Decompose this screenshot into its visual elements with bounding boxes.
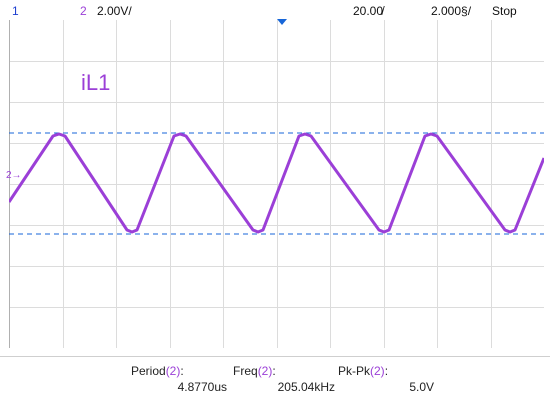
channel-2-indicator[interactable]: 2 [80,4,87,18]
channel-1-indicator[interactable]: 1 [12,4,19,18]
run-stop-status[interactable]: Stop [492,4,517,18]
inductor-current-trace [9,132,544,234]
measurement-label: Freq(2): [233,364,276,378]
trigger-level[interactable]: 2.000§/ [431,4,472,18]
measurement-value: 5.0V [409,380,434,394]
measurement-period[interactable]: Period(2): 4.8770us [131,364,231,400]
time-per-div[interactable]: 20.00̸ [353,4,384,18]
trace-label: iL1 [81,70,111,95]
trigger-position-marker-icon[interactable] [277,19,287,25]
measurement-pkpk[interactable]: Pk-Pk(2): 5.0V [338,364,438,400]
channel-reference-marker-icon[interactable]: 2→ [6,170,22,181]
measurement-value: 205.04kHz [277,380,335,394]
status-bar: 1 2 2.00V/ 20.00̸ 2.000§/ Stop [0,0,550,20]
measurement-label: Pk-Pk(2): [338,364,389,378]
measurement-value: 4.8770us [177,380,227,394]
volts-per-div[interactable]: 2.00V/ [97,4,132,18]
measurement-divider [0,356,550,357]
waveform-screen [9,20,544,348]
measurement-label: Period(2): [131,364,184,378]
measurement-freq[interactable]: Freq(2): 205.04kHz [233,364,335,400]
